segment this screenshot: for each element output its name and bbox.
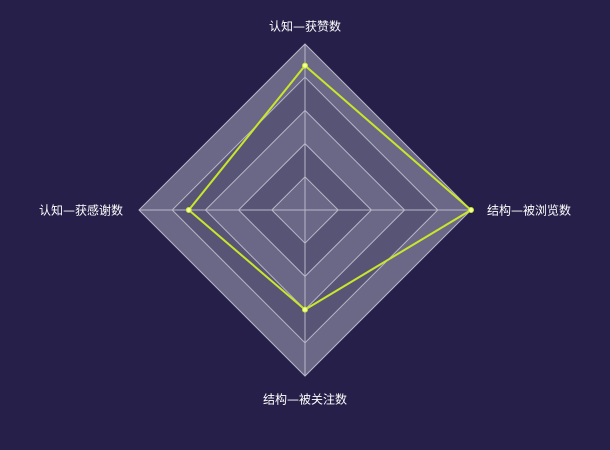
axis-label-likes: 认知—获赞数 bbox=[269, 19, 341, 34]
radar-point-3 bbox=[185, 207, 192, 213]
axis-label-followers: 结构—被关注数 bbox=[263, 392, 347, 407]
axis-label-views: 结构—被浏览数 bbox=[487, 203, 571, 218]
radar-series bbox=[185, 62, 474, 313]
radar-axis-labels: 认知—获赞数 结构—被浏览数 结构—被关注数 认知—获感谢数 bbox=[39, 19, 571, 407]
radar-point-1 bbox=[468, 207, 474, 213]
radar-axis-lines bbox=[139, 44, 471, 376]
axis-label-thanks: 认知—获感谢数 bbox=[39, 203, 123, 218]
radar-point-0 bbox=[302, 62, 308, 69]
radar-point-2 bbox=[302, 306, 308, 313]
